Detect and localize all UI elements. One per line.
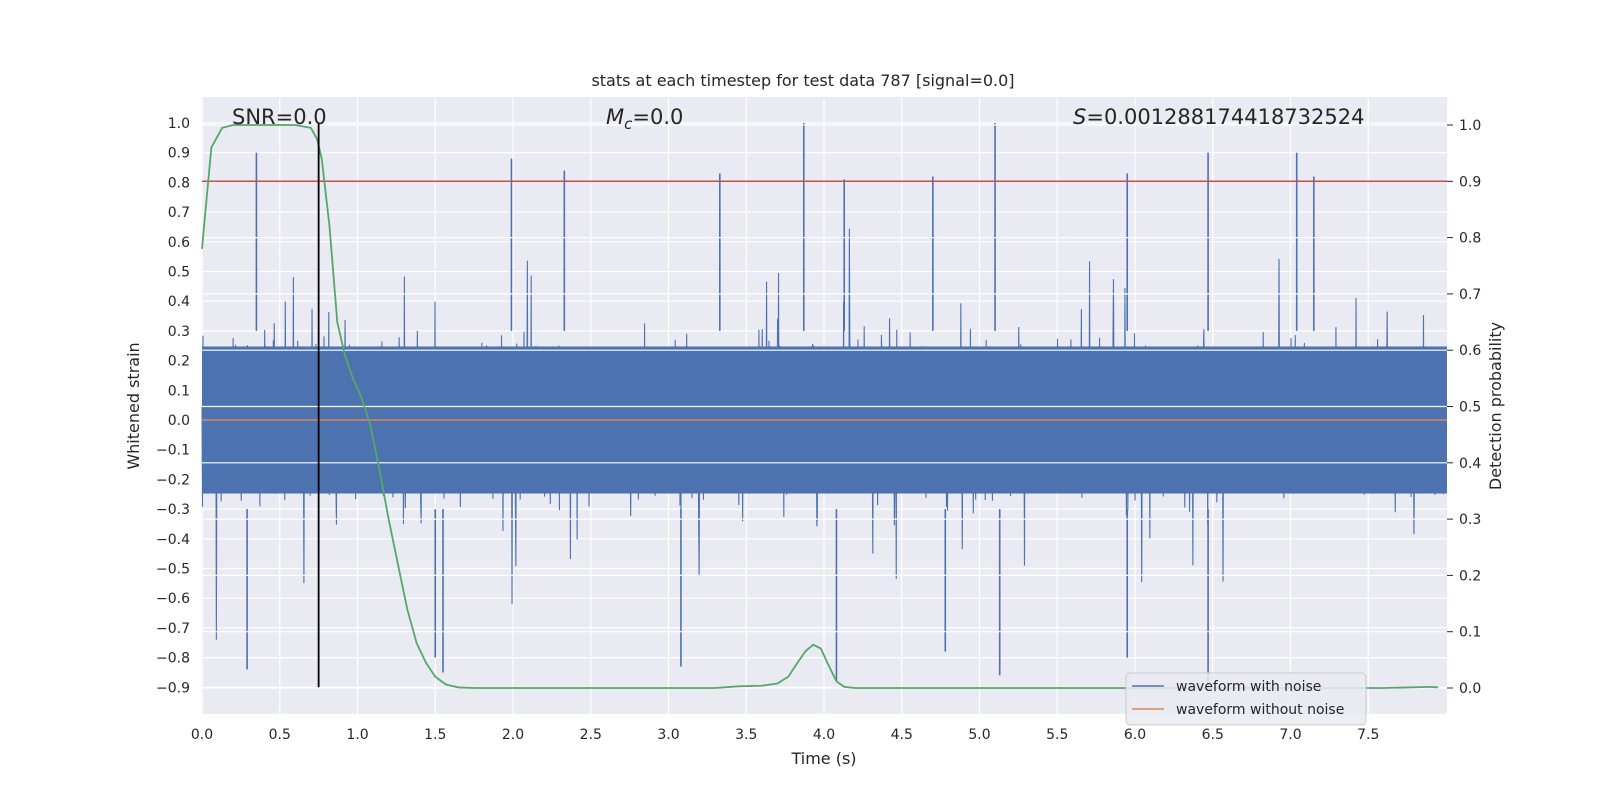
legend-label-noise: waveform with noise [1176, 679, 1321, 695]
y2-tick-label: 0.6 [1459, 343, 1481, 359]
x-tick-label: 0.5 [269, 727, 291, 743]
s-symbol: S [1073, 105, 1086, 129]
x-tick-label: 1.5 [424, 727, 446, 743]
x-tick-label: 7.5 [1357, 727, 1379, 743]
y-tick-label: −0.2 [156, 472, 190, 488]
x-tick-label: 7.0 [1279, 727, 1301, 743]
detection-probability-line [201, 124, 1439, 689]
line-series [201, 123, 1447, 689]
y-tick-label: 0.9 [168, 146, 190, 162]
y-tick-label: −0.4 [156, 532, 190, 548]
y-tick-label: 0.3 [168, 324, 190, 340]
x-tick-label: 2.0 [502, 727, 524, 743]
x-tick-label: 5.0 [968, 727, 990, 743]
x-axis-ticks: 0.0 0.5 1.0 1.5 2.0 2.5 3.0 3.5 4.0 4.5 5.0 5.5 6.0 6… [191, 727, 1380, 743]
chirp-mass-annotation: Mc=0.0 [606, 105, 683, 133]
x-axis-label: Time (s) [790, 749, 856, 768]
y-tick-label: 1.0 [168, 116, 190, 132]
y2-tick-label: 1.0 [1459, 118, 1481, 134]
y-tick-label: 0.6 [168, 235, 190, 251]
chart-title: stats at each timestep for test data 787… [591, 71, 1014, 90]
y-tick-label: −0.7 [156, 621, 190, 637]
y2-tick-label: 0.3 [1459, 512, 1481, 528]
x-tick-label: 6.5 [1202, 727, 1224, 743]
y2-tick-label: 0.2 [1459, 568, 1481, 584]
chirp-mass-symbol: M [606, 105, 624, 129]
y-tick-label: 0.7 [168, 205, 190, 221]
x-tick-label: 6.0 [1124, 727, 1146, 743]
x-tick-label: 3.0 [657, 727, 679, 743]
y2-tick-label: 0.7 [1459, 287, 1481, 303]
chirp-mass-subscript: c [624, 115, 633, 133]
x-tick-label: 4.0 [813, 727, 835, 743]
snr-annotation: SNR=0.0 [232, 105, 327, 129]
y-tick-label: 0.8 [168, 175, 190, 191]
y2-tick-label: 0.1 [1459, 625, 1481, 641]
x-tick-label: 0.0 [191, 727, 213, 743]
y2-tick-label: 0.4 [1459, 456, 1481, 472]
y-axis-label: Whitened strain [124, 342, 143, 469]
y-tick-label: −0.9 [156, 680, 190, 696]
s-annotation: S=0.001288174418732524 [1073, 105, 1364, 129]
y-tick-label: −0.1 [156, 443, 190, 459]
y2-gridlines [202, 124, 1447, 689]
legend-label-clean: waveform without noise [1176, 702, 1344, 718]
y-tick-label: −0.3 [156, 502, 190, 518]
y-tick-label: −0.8 [156, 651, 190, 667]
y2-tick-label: 0.9 [1459, 174, 1481, 190]
y2-tick-label: 0.0 [1459, 681, 1481, 697]
annotations: SNR=0.0 Mc=0.0 S=0.001288174418732524 [232, 105, 1364, 133]
y-tick-label: −0.6 [156, 591, 190, 607]
y2-axis-label: Detection probability [1486, 322, 1505, 490]
y2-tick-label: 0.8 [1459, 231, 1481, 247]
legend: waveform with noise waveform without noi… [1125, 672, 1367, 726]
y-tick-label: 0.5 [168, 265, 190, 281]
legend-frame [1125, 672, 1367, 726]
y-tick-label: 0.2 [168, 354, 190, 370]
y2-tick-label: 0.5 [1459, 400, 1481, 416]
x-tick-label: 5.5 [1046, 727, 1068, 743]
x-tick-label: 2.5 [580, 727, 602, 743]
y-tick-label: 0.1 [168, 383, 190, 399]
s-value: =0.001288174418732524 [1086, 105, 1364, 129]
y2-axis-ticks: 1.0 0.9 0.8 0.7 0.6 0.5 0.4 0.3 0.2 0.1 0.0 [1447, 118, 1481, 697]
y-axis-ticks: 1.0 0.9 0.8 0.7 0.6 0.5 0.4 0.3 0.2 0.1 0.0 −0.1 −0.… [156, 116, 190, 696]
chirp-mass-value: =0.0 [632, 105, 683, 129]
x-tick-label: 4.5 [891, 727, 913, 743]
x-tick-label: 1.0 [346, 727, 368, 743]
y-tick-label: 0.4 [168, 294, 190, 310]
y-tick-label: −0.5 [156, 562, 190, 578]
y-tick-label: 0.0 [168, 413, 190, 429]
x-tick-label: 3.5 [735, 727, 757, 743]
